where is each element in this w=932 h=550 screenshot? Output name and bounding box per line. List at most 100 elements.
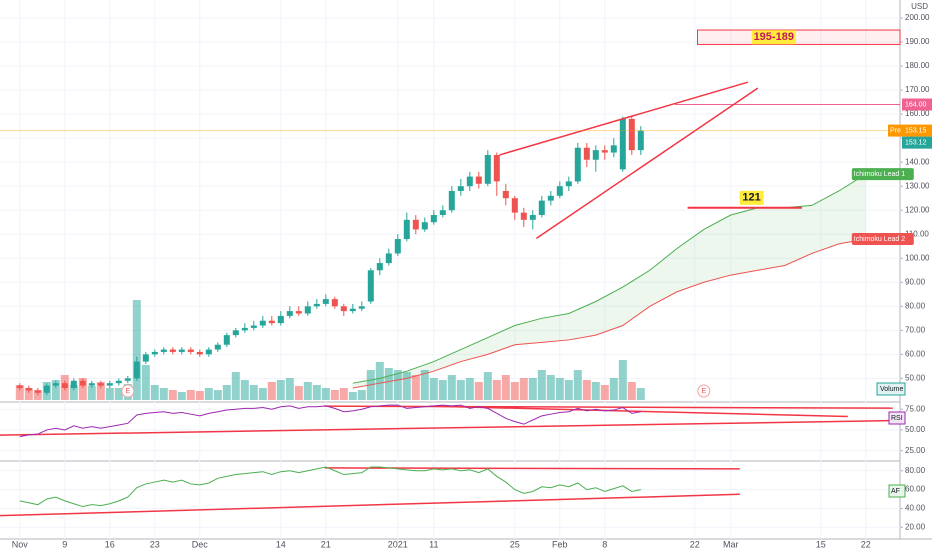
series-tag bbox=[851, 168, 914, 181]
volume-bar bbox=[537, 370, 546, 400]
candle-body bbox=[97, 383, 104, 386]
volume-bar bbox=[384, 368, 393, 400]
candle-body bbox=[466, 176, 473, 187]
volume-bar bbox=[240, 380, 249, 400]
volume-bar bbox=[312, 385, 321, 400]
candle-body bbox=[214, 344, 221, 350]
volume-bar bbox=[357, 390, 366, 400]
volume-bar bbox=[114, 388, 123, 400]
trend-line bbox=[323, 405, 893, 409]
pane-label: RSI bbox=[891, 415, 903, 422]
candle-body bbox=[232, 330, 239, 336]
y-tick-label: 100.00 bbox=[905, 253, 930, 262]
y-tick-label: 80.00 bbox=[905, 466, 926, 475]
rsi-line bbox=[19, 404, 641, 438]
volume-bar bbox=[168, 390, 177, 400]
candle-body bbox=[493, 154, 500, 182]
price-tag bbox=[888, 124, 932, 137]
candle-body bbox=[421, 222, 428, 230]
volume-bar bbox=[375, 362, 384, 400]
y-tick-label: 170.00 bbox=[905, 85, 930, 94]
pane-tag bbox=[888, 484, 906, 498]
volume-bar bbox=[546, 375, 555, 400]
candle-body bbox=[187, 349, 194, 352]
candle-body bbox=[124, 378, 131, 381]
candle-body bbox=[565, 181, 572, 187]
volume-bar bbox=[528, 378, 537, 400]
candle-body bbox=[592, 150, 599, 160]
volume-bar bbox=[204, 388, 213, 400]
volume-bar bbox=[141, 365, 150, 400]
candle-body bbox=[115, 380, 122, 384]
volume-bar bbox=[276, 380, 285, 400]
candle-body bbox=[52, 383, 59, 386]
candle-body bbox=[529, 215, 536, 220]
volume-bar bbox=[618, 360, 627, 400]
y-tick-label: 40.00 bbox=[905, 504, 926, 513]
volume-bar bbox=[213, 390, 222, 400]
volume-bar bbox=[564, 380, 573, 400]
candle-body bbox=[196, 351, 203, 355]
series-tag bbox=[851, 233, 914, 246]
volume-bar bbox=[348, 392, 357, 400]
candle-body bbox=[349, 308, 356, 312]
candle-body bbox=[538, 200, 545, 216]
candle-body bbox=[160, 349, 167, 352]
volume-bar bbox=[87, 386, 96, 400]
candle-body bbox=[430, 215, 437, 223]
currency: USD bbox=[911, 2, 928, 11]
volume-bar bbox=[492, 380, 501, 400]
earnings-marker bbox=[697, 384, 711, 398]
volume-bar bbox=[555, 378, 564, 400]
pane-label: Volume bbox=[880, 386, 903, 393]
candle-body bbox=[448, 190, 455, 211]
series-name: Ichimoku Lead 1 bbox=[854, 171, 905, 178]
candle-body bbox=[331, 299, 338, 307]
volume-bar bbox=[456, 380, 465, 400]
candle-body bbox=[304, 306, 311, 314]
volume-bar bbox=[429, 378, 438, 400]
y-tick-label: 160.00 bbox=[905, 109, 930, 118]
candle-body bbox=[61, 383, 68, 388]
y-tick-label: 190.00 bbox=[905, 37, 930, 46]
x-tick-label: Feb bbox=[552, 539, 568, 549]
candle-body bbox=[637, 130, 644, 151]
volume-bar bbox=[222, 385, 231, 400]
x-tick-label: 22 bbox=[690, 539, 700, 549]
candle-body bbox=[439, 210, 446, 216]
volume-bar bbox=[402, 372, 411, 400]
y-tick-label: 90.00 bbox=[905, 277, 926, 286]
price-tag-name: Pre bbox=[890, 127, 901, 134]
volume-bar bbox=[510, 382, 519, 400]
earnings-label: E bbox=[701, 388, 706, 395]
x-tick-label: Dec bbox=[192, 539, 209, 549]
candle-body bbox=[601, 150, 608, 153]
candle-body bbox=[394, 239, 401, 254]
volume-bar bbox=[474, 382, 483, 400]
trend-line bbox=[430, 405, 848, 418]
x-tick-label: 14 bbox=[276, 539, 286, 549]
price-tag bbox=[902, 136, 932, 149]
volume-bar bbox=[465, 378, 474, 400]
candle-body bbox=[250, 325, 257, 328]
candle-body bbox=[133, 361, 140, 379]
candle-body bbox=[313, 303, 320, 307]
y-tick-label: 60.00 bbox=[905, 485, 926, 494]
candle-body bbox=[88, 383, 95, 386]
earnings-label: E bbox=[125, 388, 130, 395]
candle-body bbox=[259, 320, 266, 326]
volume-bar bbox=[438, 380, 447, 400]
volume-bar bbox=[573, 370, 582, 400]
candle-body bbox=[610, 145, 617, 153]
candle-body bbox=[151, 351, 158, 355]
volume-bar bbox=[177, 392, 186, 400]
volume-bar bbox=[51, 380, 60, 400]
volume-bar bbox=[78, 378, 87, 400]
candle-body bbox=[385, 253, 392, 264]
pane-tag bbox=[888, 411, 906, 425]
volume-bar bbox=[69, 385, 78, 400]
volume-bar bbox=[420, 370, 429, 400]
candle-body bbox=[34, 390, 41, 393]
x-tick-label: 9 bbox=[62, 539, 67, 549]
